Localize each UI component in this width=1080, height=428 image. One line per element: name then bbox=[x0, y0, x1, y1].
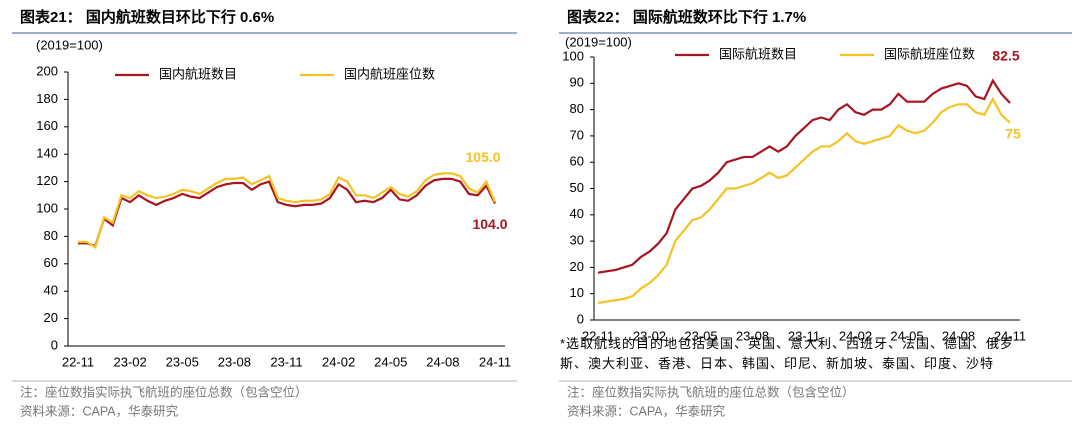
y-tick-label: 200 bbox=[36, 63, 58, 78]
y-tick-label: 180 bbox=[36, 91, 58, 106]
value-label: 82.5 bbox=[992, 48, 1019, 64]
y-tick-label: 10 bbox=[570, 285, 584, 300]
x-tick-label: 23-08 bbox=[736, 328, 769, 343]
x-tick-label: 23-11 bbox=[270, 354, 302, 369]
chart-title: 图表21： 国内航班数目环比下行 0.6% bbox=[20, 8, 274, 26]
legend-label: 国际航班数目 bbox=[719, 46, 797, 61]
y-tick-label: 40 bbox=[570, 206, 584, 221]
y-tick-label: 20 bbox=[570, 259, 584, 274]
x-tick-label: 22-11 bbox=[582, 328, 614, 343]
note: 注：座位数指实际执飞航班的座位总数（包含空位） bbox=[20, 384, 308, 399]
y-tick-label: 160 bbox=[36, 118, 58, 133]
y-tick-label: 80 bbox=[44, 228, 58, 243]
legend-label: 国内航班数目 bbox=[159, 66, 237, 81]
x-tick-label: 24-11 bbox=[479, 354, 511, 369]
x-tick-label: 23-05 bbox=[684, 328, 717, 343]
y-tick-label: 0 bbox=[51, 337, 58, 352]
y-tick-label: 50 bbox=[570, 180, 584, 195]
series-line bbox=[78, 172, 497, 250]
x-tick-label: 22-11 bbox=[62, 354, 94, 369]
x-tick-label: 24-08 bbox=[942, 328, 975, 343]
y-tick-label: 60 bbox=[570, 154, 584, 169]
x-tick-label: 23-02 bbox=[633, 328, 666, 343]
y-tick-label: 90 bbox=[570, 75, 584, 90]
y-tick-label: 20 bbox=[44, 310, 58, 325]
y-tick-label: 70 bbox=[570, 127, 584, 142]
y-tick-label: 120 bbox=[36, 173, 58, 188]
x-tick-label: 24-05 bbox=[374, 354, 407, 369]
source: 资料来源：CAPA，华泰研究 bbox=[567, 403, 726, 418]
y-unit: (2019=100) bbox=[36, 37, 103, 52]
series-line bbox=[78, 177, 496, 248]
x-tick-label: 24-02 bbox=[322, 354, 355, 369]
y-tick-label: 0 bbox=[577, 311, 584, 326]
value-label: 104.0 bbox=[472, 216, 507, 232]
y-tick-label: 100 bbox=[36, 200, 58, 215]
footnote: *选取航线的目的地包括美国、英国、意大利、西班牙、法国、德国、俄罗斯、澳大利亚、… bbox=[560, 336, 1015, 371]
y-tick-label: 40 bbox=[44, 283, 58, 298]
x-tick-label: 23-02 bbox=[114, 354, 147, 369]
y-tick-label: 100 bbox=[562, 48, 584, 63]
chart-title: 图表22： 国际航班数环比下行 1.7% bbox=[567, 8, 806, 26]
x-tick-label: 23-08 bbox=[218, 354, 251, 369]
y-tick-label: 30 bbox=[570, 233, 584, 248]
series-line bbox=[597, 78, 1011, 274]
legend-label: 国内航班座位数 bbox=[344, 66, 435, 81]
y-tick-label: 140 bbox=[36, 146, 58, 161]
legend-label: 国际航班座位数 bbox=[884, 46, 975, 61]
value-label: 105.0 bbox=[465, 149, 500, 165]
series-line bbox=[597, 96, 1011, 304]
y-tick-label: 80 bbox=[570, 101, 584, 116]
x-tick-label: 23-05 bbox=[166, 354, 199, 369]
x-tick-label: 23-11 bbox=[788, 328, 820, 343]
note: 注：座位数指实际执飞航班的座位总数（包含空位） bbox=[567, 384, 855, 399]
source: 资料来源：CAPA，华泰研究 bbox=[20, 403, 179, 418]
y-unit: (2019=100) bbox=[565, 34, 632, 49]
x-tick-label: 24-08 bbox=[426, 354, 459, 369]
x-tick-label: 24-02 bbox=[839, 328, 872, 343]
value-label: 75 bbox=[1005, 125, 1021, 141]
y-tick-label: 60 bbox=[44, 255, 58, 270]
x-tick-label: 24-11 bbox=[994, 328, 1026, 343]
x-tick-label: 24-05 bbox=[890, 328, 923, 343]
